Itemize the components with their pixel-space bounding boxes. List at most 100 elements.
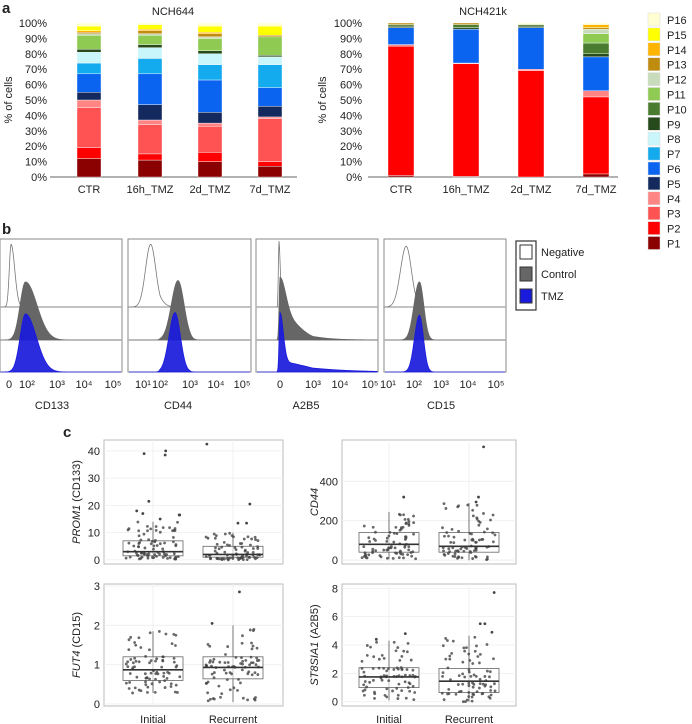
data-point	[174, 683, 178, 687]
bar-segment-p14	[197, 32, 223, 34]
bar-segment-p13	[137, 30, 163, 34]
bar-segment-p4	[387, 44, 415, 47]
data-point	[461, 660, 465, 664]
data-point	[403, 680, 407, 684]
data-point	[385, 536, 389, 540]
data-point	[158, 542, 162, 546]
data-point	[163, 541, 166, 545]
bar-segment-p13	[76, 32, 102, 34]
bar-segment-p2	[517, 70, 545, 178]
bar-segment-p15	[257, 25, 283, 36]
y-tick-label: 4	[332, 640, 338, 652]
data-point	[238, 557, 242, 561]
legend-label: P14	[667, 45, 687, 57]
data-point	[224, 671, 228, 675]
data-point	[223, 550, 227, 554]
data-point	[221, 557, 225, 561]
bar-segment-p4	[76, 99, 102, 108]
data-point	[387, 667, 390, 671]
data-point	[385, 687, 389, 691]
bar-segment-p9	[517, 25, 545, 28]
data-point	[387, 546, 391, 550]
data-point	[176, 520, 179, 524]
data-point	[139, 646, 143, 649]
y-axis-label: ST8SIA1 (A2B5)	[309, 604, 321, 685]
legend-label: P7	[667, 149, 680, 161]
data-point	[246, 535, 250, 539]
data-point-outlier	[238, 590, 241, 594]
gene-name: ST8SIA1	[309, 642, 321, 686]
data-point	[414, 557, 418, 561]
data-point	[143, 672, 147, 676]
y-tick-label: 0%	[346, 172, 362, 184]
data-point	[223, 661, 227, 665]
x-tick-label: 10⁴	[208, 379, 225, 391]
data-point	[401, 525, 405, 529]
data-point	[465, 646, 468, 650]
data-point	[441, 526, 444, 530]
data-point	[208, 644, 212, 648]
bar-segment-p1	[197, 161, 223, 178]
y-tick-label: 3	[94, 581, 100, 593]
data-point	[371, 547, 375, 551]
data-point	[485, 555, 489, 559]
data-point	[461, 700, 465, 704]
data-point	[400, 655, 404, 658]
data-point	[493, 533, 497, 537]
data-point	[392, 668, 396, 671]
data-point	[447, 534, 450, 538]
legend-swatch-control	[519, 266, 533, 282]
data-point	[157, 630, 161, 633]
data-point	[127, 541, 131, 545]
y-axis-label: CD44	[309, 488, 321, 516]
data-point	[471, 692, 475, 696]
data-point	[372, 655, 376, 659]
data-point	[149, 659, 153, 663]
bar-segment-p15	[137, 24, 163, 30]
data-point	[467, 652, 471, 656]
data-point	[478, 521, 482, 524]
data-point	[253, 555, 256, 559]
data-point	[246, 672, 250, 676]
legend-label: P6	[667, 164, 680, 176]
data-point-outlier	[490, 630, 494, 634]
data-point	[467, 681, 471, 685]
data-point	[402, 649, 406, 653]
data-point	[489, 518, 492, 522]
data-point	[239, 681, 242, 685]
data-point	[255, 656, 259, 660]
data-point	[158, 552, 161, 556]
data-point	[363, 693, 366, 697]
data-point	[452, 535, 456, 539]
data-point	[442, 552, 446, 556]
data-point	[371, 525, 375, 529]
bar-segment-p10	[517, 24, 545, 27]
data-point	[475, 517, 479, 521]
data-point	[398, 659, 402, 662]
data-point	[374, 549, 378, 553]
data-point	[152, 547, 155, 551]
data-point	[137, 529, 141, 533]
data-point	[491, 540, 495, 544]
data-point	[462, 549, 466, 553]
data-point	[400, 689, 404, 693]
data-point	[411, 673, 415, 677]
data-point	[239, 662, 243, 665]
data-point	[162, 675, 166, 678]
data-point	[408, 689, 412, 693]
data-point	[250, 537, 254, 541]
data-point	[407, 520, 411, 524]
data-point	[397, 512, 401, 516]
data-point	[155, 670, 159, 674]
data-point	[217, 557, 221, 561]
data-point	[255, 659, 259, 662]
data-point	[234, 548, 238, 552]
data-point	[228, 531, 232, 535]
data-point	[222, 540, 226, 544]
legend-label: P10	[667, 104, 687, 116]
y-tick-label: 20%	[25, 141, 47, 153]
data-point	[212, 676, 216, 680]
y-tick-label: 30	[88, 473, 100, 485]
data-point	[226, 543, 229, 547]
data-point	[226, 661, 230, 664]
